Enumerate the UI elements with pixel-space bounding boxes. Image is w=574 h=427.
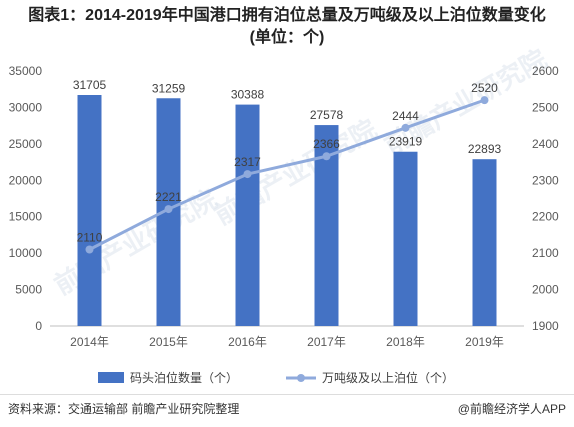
y-right-tick-label: 2100 [532,246,559,260]
x-tick-label: 2015年 [149,335,188,349]
line-value-label: 2221 [155,190,182,204]
y-right-tick-label: 2600 [532,64,559,78]
line-value-label: 2444 [392,109,419,123]
footer-divider [0,394,574,395]
legend-bar-swatch [98,372,124,383]
line-point [164,205,173,214]
y-left-tick-label: 25000 [9,137,43,151]
bar [77,95,102,326]
line-point [401,123,410,132]
y-right-tick-label: 2500 [532,100,559,114]
x-tick-label: 2014年 [70,335,109,349]
y-right-tick-label: 1900 [532,319,559,333]
x-tick-label: 2016年 [228,335,267,349]
bar-value-label: 30388 [231,88,265,102]
source-note: 资料来源：交通运输部 前瞻产业研究院整理 [8,402,240,416]
line-value-label: 2110 [77,231,103,245]
bar [393,151,418,326]
chart-subtitle: (单位：个) [249,29,325,46]
bar-value-label: 31259 [152,81,186,95]
y-left-tick-label: 35000 [9,64,43,78]
line-point [85,245,94,254]
y-left-tick-label: 10000 [9,246,43,260]
x-tick-label: 2018年 [386,335,425,349]
line-point [322,152,331,161]
legend-line-label: 万吨级及以上泊位（个） [322,370,454,385]
bar-value-label: 27578 [310,108,344,122]
y-left-tick-label: 15000 [9,210,43,224]
line-value-label: 2317 [234,155,261,169]
line-point [243,170,252,179]
bar-value-label: 23919 [389,135,423,149]
chart-title: 图表1：2014-2019年中国港口拥有泊位总量及万吨级及以上泊位数量变化 [28,7,546,24]
y-right-tick-label: 2200 [532,210,559,224]
bar [472,159,497,326]
bar-value-label: 31705 [73,78,107,92]
line-value-label: 2366 [313,137,340,151]
line-series [88,98,485,251]
watermark-text: 前瞻产业研究院 [49,184,222,301]
line-point [480,96,489,105]
line-value-label: 2520 [471,81,498,95]
bar [235,104,260,326]
legend-line-marker [297,374,305,382]
y-left-tick-label: 5000 [15,283,42,297]
x-tick-label: 2017年 [307,335,346,349]
y-left-tick-label: 30000 [9,100,43,114]
combo-chart: 前瞻产业研究院前瞻产业研究院前瞻产业研究院0500010000150002000… [9,44,559,385]
footer: 资料来源：交通运输部 前瞻产业研究院整理 @前瞻经济学人APP [8,400,566,420]
y-left-tick-label: 0 [35,319,42,333]
y-right-tick-label: 2300 [532,173,559,187]
x-tick-label: 2019年 [465,335,504,349]
bar-value-label: 22893 [468,142,502,156]
watermark-text: 前瞻产业研究院 [209,114,382,231]
brand-label: @前瞻经济学人APP [457,402,566,416]
y-right-tick-label: 2400 [532,137,559,151]
legend-bar-label: 码头泊位数量（个） [130,370,238,385]
y-right-tick-label: 2000 [532,283,559,297]
y-left-tick-label: 20000 [9,173,43,187]
